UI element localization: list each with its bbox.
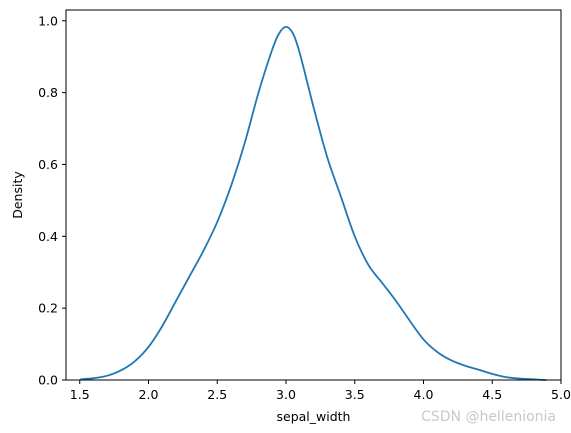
x-tick-label: 3.5 — [345, 387, 365, 402]
x-tick-label: 5.0 — [551, 387, 571, 402]
y-tick-label: 0.0 — [38, 373, 58, 388]
x-tick-label: 4.5 — [482, 387, 502, 402]
x-tick-label: 3.0 — [276, 387, 296, 402]
y-tick-label: 0.2 — [38, 301, 58, 316]
y-axis-label: Density — [10, 171, 25, 219]
y-tick-label: 0.4 — [38, 229, 58, 244]
y-tick-label: 0.6 — [38, 157, 58, 172]
x-ticks: 1.5 2.0 2.5 3.0 3.5 4.0 4.5 5.0 — [70, 380, 571, 402]
x-axis-label: sepal_width — [277, 409, 351, 424]
plot-background — [66, 10, 561, 380]
x-tick-label: 2.0 — [139, 387, 159, 402]
watermark-text: CSDN @hellenionia — [421, 409, 556, 425]
x-tick-label: 4.0 — [414, 387, 434, 402]
y-tick-label: 1.0 — [38, 13, 58, 28]
x-tick-label: 1.5 — [70, 387, 90, 402]
x-tick-label: 2.5 — [207, 387, 227, 402]
plot-frame — [65, 9, 562, 381]
density-line — [80, 25, 547, 381]
y-ticks: 0.0 0.2 0.4 0.6 0.8 1.0 — [38, 13, 66, 388]
y-tick-label: 0.8 — [38, 85, 58, 100]
